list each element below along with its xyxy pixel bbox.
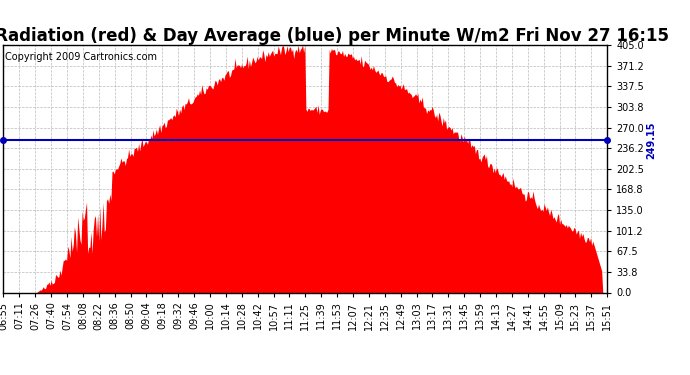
Text: Copyright 2009 Cartronics.com: Copyright 2009 Cartronics.com (5, 53, 157, 62)
Text: 249.15: 249.15 (647, 122, 656, 159)
Title: Solar Radiation (red) & Day Average (blue) per Minute W/m2 Fri Nov 27 16:15: Solar Radiation (red) & Day Average (blu… (0, 27, 669, 45)
